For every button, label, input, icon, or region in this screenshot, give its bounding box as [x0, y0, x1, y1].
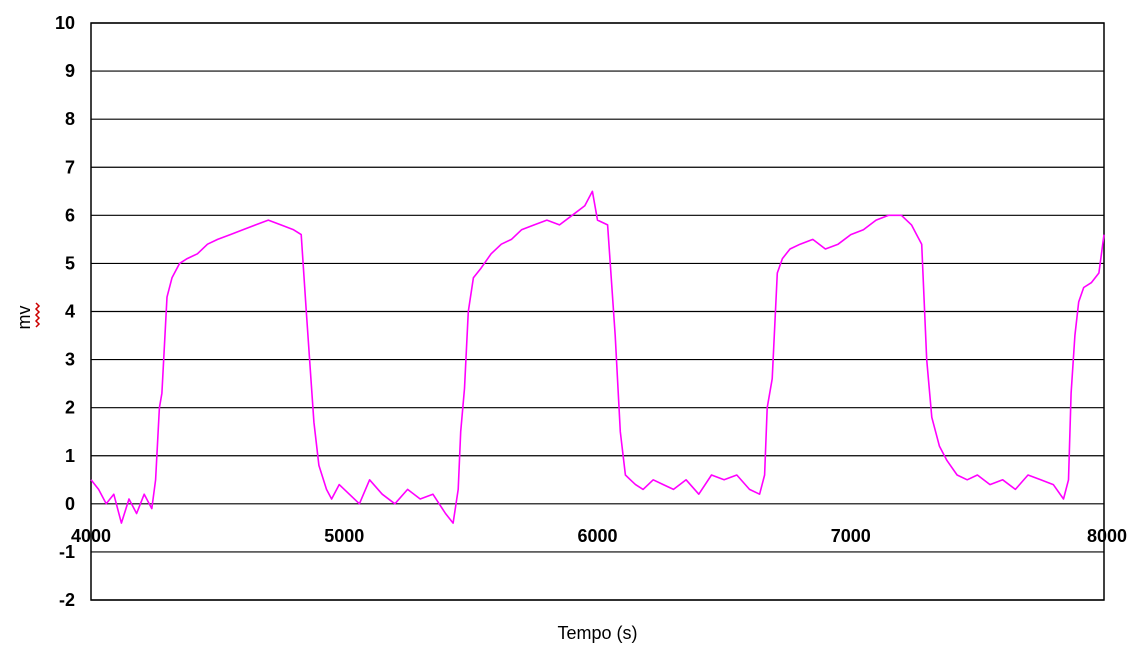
- x-tick-label: 8000: [1087, 526, 1127, 546]
- y-tick-label: 10: [55, 13, 75, 33]
- y-tick-label: 8: [65, 109, 75, 129]
- y-axis-label: mv: [14, 306, 34, 330]
- y-tick-label: 0: [65, 494, 75, 514]
- y-tick-label: 6: [65, 205, 75, 225]
- y-tick-label: -2: [59, 590, 75, 610]
- x-axis-label: Tempo (s): [557, 623, 637, 643]
- y-tick-label: 4: [65, 302, 75, 322]
- y-tick-label: 1: [65, 446, 75, 466]
- grid-lines: [91, 22, 1104, 601]
- y-axis-tick-labels: -2 -1 0 1 2 3 4 5 6 7 8 9 10: [55, 13, 75, 610]
- plot-area-frame: [90, 22, 1105, 601]
- y-tick-label: 7: [65, 157, 75, 177]
- y-tick-label: 9: [65, 61, 75, 81]
- x-tick-label: 4000: [71, 526, 111, 546]
- y-tick-label: -1: [59, 542, 75, 562]
- y-tick-label: 2: [65, 398, 75, 418]
- y-axis-label-underline: [34, 302, 41, 328]
- y-tick-label: 5: [65, 253, 75, 273]
- x-tick-label: 6000: [577, 526, 617, 546]
- x-axis-tick-labels: 4000 5000 6000 7000 8000: [71, 526, 1127, 546]
- y-tick-label: 3: [65, 350, 75, 370]
- x-tick-label: 5000: [324, 526, 364, 546]
- series-line: [90, 190, 1105, 524]
- x-tick-label: 7000: [831, 526, 871, 546]
